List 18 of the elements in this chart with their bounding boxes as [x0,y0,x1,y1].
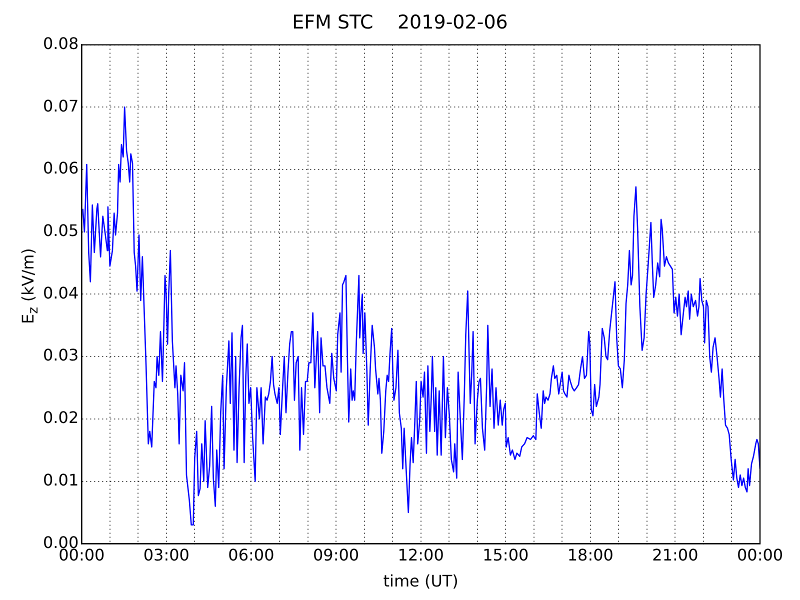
y-tick-label: 0.07 [43,96,79,116]
y-tick-label: 0.08 [43,34,79,53]
x-tick-label: 03:00 [143,545,190,564]
chart-title: EFM STC 2019-02-06 [292,11,508,34]
x-tick-label: 06:00 [228,545,274,564]
x-tick-label: 18:00 [567,545,614,564]
y-tick-label: 0.03 [43,346,79,365]
x-tick-label: 09:00 [312,545,360,564]
x-tick-label: 21:00 [652,545,698,564]
y-tick-label: 0.02 [43,408,79,428]
y-tick-label: 0.06 [43,158,79,178]
y-tick-label: 0.05 [43,221,79,240]
x-axis-title: time (UT) [383,572,458,591]
x-tick-label: 12:00 [398,545,444,564]
y-tick-label: 0.01 [43,470,79,490]
x-tick-label: 00:00 [736,545,784,564]
y-tick-label: 0.04 [43,283,79,302]
x-tick-label: 15:00 [482,545,529,564]
